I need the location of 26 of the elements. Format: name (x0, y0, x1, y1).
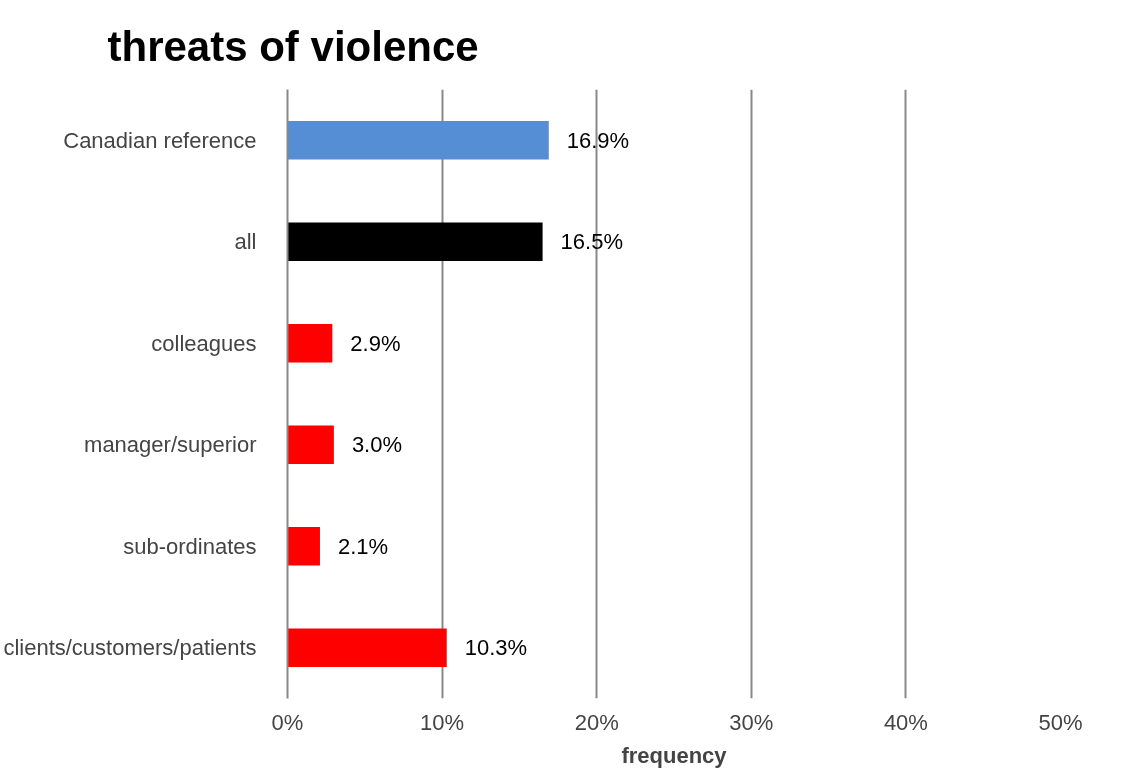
bar (287, 526, 320, 566)
data-label: 16.5% (560, 229, 623, 255)
y-tick-label: manager/superior (84, 432, 257, 458)
data-label: 2.9% (350, 330, 401, 356)
data-label: 3.0% (351, 432, 403, 458)
data-label: 10.3% (464, 635, 528, 661)
x-tick-label: 40% (883, 709, 928, 735)
bar (287, 323, 333, 363)
x-tick-label: 10% (420, 709, 465, 735)
chart-title: threats of violence (107, 22, 479, 70)
y-tick-label: all (234, 229, 257, 255)
y-tick-label: colleagues (151, 330, 257, 356)
x-tick-label: 50% (1038, 709, 1083, 735)
bar (287, 425, 334, 465)
y-tick-label: sub-ordinates (123, 533, 257, 559)
x-axis-title: frequency (621, 742, 728, 768)
y-tick-label: clients/customers/patients (3, 635, 257, 661)
x-tick-label: 30% (729, 709, 774, 735)
x-tick-label: 0% (271, 709, 304, 735)
y-tick-label: Canadian reference (63, 127, 257, 153)
bar (287, 222, 543, 262)
bar (287, 628, 447, 668)
x-tick-label: 20% (574, 709, 619, 735)
data-label: 2.1% (337, 533, 389, 559)
data-label: 16.9% (566, 127, 630, 153)
bar (287, 120, 549, 160)
